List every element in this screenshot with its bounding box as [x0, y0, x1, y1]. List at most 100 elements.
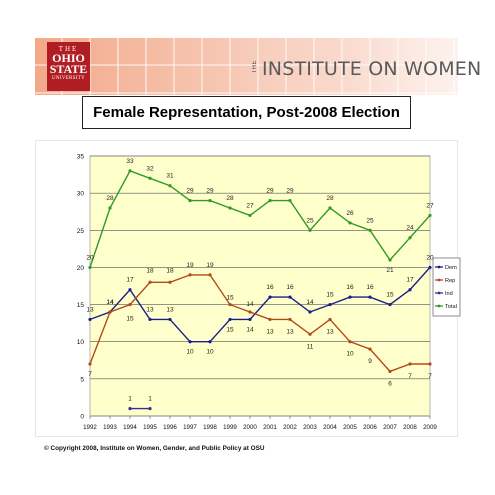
point-total-1998	[208, 198, 212, 203]
y-tick-label-15: 15	[77, 302, 85, 309]
data-label-rep-2009: 7	[428, 373, 432, 380]
point-rep-2000	[248, 310, 252, 314]
data-label-total-1999: 28	[226, 195, 234, 202]
point-total-2000	[248, 213, 252, 218]
data-label-rep-2006: 9	[368, 358, 372, 365]
data-label-dem-2002: 16	[286, 284, 294, 291]
data-label-total-1996: 31	[166, 173, 174, 180]
x-tick-label-1999: 1999	[223, 424, 237, 431]
point-total-2002	[288, 198, 292, 203]
point-total-2006	[368, 228, 372, 232]
x-tick-label-2009: 2009	[423, 424, 437, 431]
point-total-2003	[308, 228, 312, 232]
data-label-total-1998: 29	[206, 188, 214, 195]
data-label-dem-2008: 17	[406, 277, 414, 284]
data-label-dem-2004: 15	[326, 292, 334, 299]
legend-marker-rep	[437, 278, 441, 282]
x-tick-label-1992: 1992	[83, 424, 97, 431]
point-dem-2005	[348, 295, 352, 299]
point-dem-2003	[308, 310, 312, 314]
y-tick-label-10: 10	[77, 339, 85, 346]
data-label-rep-2001: 13	[266, 328, 274, 335]
legend-marker-dem	[437, 265, 441, 269]
point-total-2004	[328, 206, 332, 210]
point-rep-1996	[168, 280, 172, 284]
series-line-total	[89, 170, 431, 268]
point-rep-1997	[188, 273, 192, 277]
data-label-rep-1992: 7	[88, 371, 92, 378]
plot-area	[89, 155, 431, 417]
point-rep-1995	[148, 280, 152, 284]
data-label-total-2002: 29	[286, 188, 294, 195]
point-rep-2001	[268, 317, 272, 322]
data-label-dem-1995: 13	[146, 306, 154, 313]
logo-line-1: THE	[58, 45, 79, 53]
data-label-total-2003: 25	[306, 217, 314, 224]
point-dem-1997	[188, 340, 192, 344]
point-dem-2004	[328, 302, 332, 307]
data-label-dem-2009: 20	[426, 254, 434, 261]
data-label-rep-2000: 14	[246, 301, 254, 308]
x-tick-label-1994: 1994	[123, 424, 137, 431]
y-tick-label-20: 20	[77, 265, 85, 272]
legend-label-rep: Rep	[445, 278, 455, 284]
data-label-total-2000: 27	[246, 202, 254, 209]
point-total-1992	[88, 265, 92, 270]
point-ind-1994	[128, 406, 132, 411]
data-label-rep-2002: 13	[286, 328, 294, 335]
x-tick-label-1996: 1996	[163, 424, 177, 431]
legend-label-total: Total	[445, 304, 457, 310]
point-total-2008	[408, 236, 412, 240]
point-rep-1994	[128, 302, 132, 307]
data-label-dem-1994: 17	[126, 277, 134, 284]
data-label-total-1997: 29	[186, 188, 194, 195]
x-tick-label-2006: 2006	[363, 424, 377, 431]
data-label-total-2007: 21	[386, 267, 394, 274]
point-dem-2006	[368, 295, 372, 299]
data-label-total-2006: 25	[366, 217, 374, 224]
data-label-total-2004: 28	[326, 195, 334, 202]
data-label-rep-1998: 19	[206, 262, 214, 269]
point-total-1997	[188, 198, 192, 203]
legend-marker-total	[437, 304, 441, 308]
institute-name: INSTITUTE ON WOMEN	[262, 58, 482, 80]
point-ind-1995	[148, 406, 152, 411]
point-rep-2005	[348, 340, 352, 344]
data-label-dem-1999: 15	[226, 326, 234, 333]
x-tick-label-1998: 1998	[203, 424, 217, 431]
point-rep-1992	[88, 362, 92, 366]
logo-line-4: UNIVERSITY	[52, 76, 85, 81]
y-tick-label-5: 5	[80, 376, 84, 383]
point-total-2001	[268, 198, 272, 203]
point-dem-2009	[428, 265, 432, 270]
point-dem-1992	[88, 317, 92, 322]
data-label-dem-2007: 15	[386, 292, 394, 299]
logo-line-3: STATE	[49, 62, 88, 76]
y-tick-label-25: 25	[77, 228, 85, 235]
data-label-dem-1996: 13	[166, 306, 174, 313]
legend-marker-ind	[437, 291, 441, 295]
data-label-rep-1996: 18	[166, 267, 174, 274]
point-total-1993	[108, 206, 112, 210]
data-label-rep-1994: 15	[126, 316, 134, 323]
point-total-1995	[148, 176, 152, 180]
data-label-rep-2004: 13	[326, 328, 334, 335]
y-tick-label-0: 0	[80, 414, 84, 421]
x-tick-label-2000: 2000	[243, 424, 257, 431]
data-label-rep-1995: 18	[146, 267, 154, 274]
chart-title: Female Representation, Post-2008 Electio…	[93, 104, 400, 121]
point-dem-1998	[208, 340, 212, 344]
data-label-total-1994: 33	[126, 158, 134, 165]
x-tick-label-2004: 2004	[323, 424, 337, 431]
series-line-dem	[89, 266, 431, 343]
point-total-2005	[348, 221, 352, 225]
data-label-dem-2006: 16	[366, 284, 374, 291]
data-label-dem-2001: 16	[266, 284, 274, 291]
x-tick-label-2003: 2003	[303, 424, 317, 431]
data-label-dem-2003: 14	[306, 299, 314, 306]
point-dem-2002	[288, 295, 292, 299]
header-banner	[35, 38, 458, 95]
data-label-total-2001: 29	[266, 188, 274, 195]
logo-line-2: OHIO	[52, 51, 85, 65]
point-dem-1994	[128, 288, 132, 292]
